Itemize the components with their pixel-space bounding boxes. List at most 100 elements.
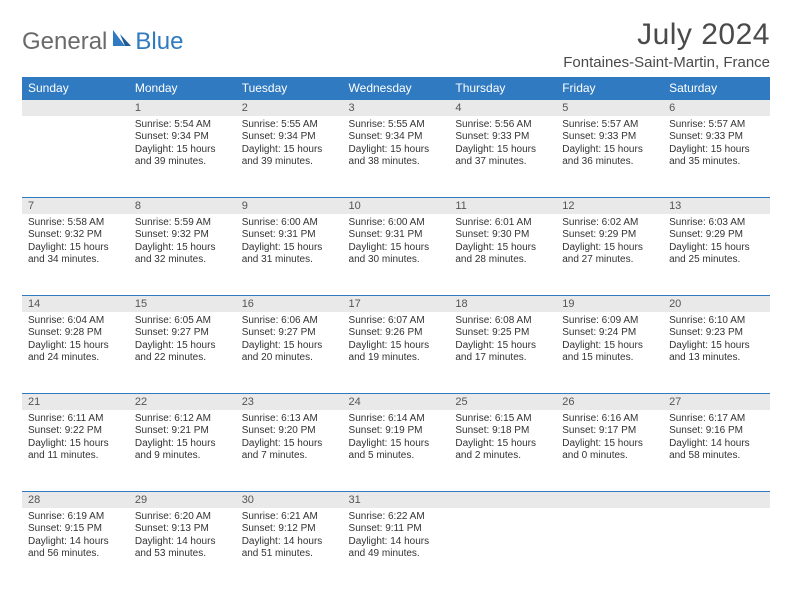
day-number-row: 14151617181920	[22, 296, 770, 312]
day-cell: Sunrise: 5:57 AMSunset: 9:33 PMDaylight:…	[556, 116, 663, 198]
daylight-text: Daylight: 15 hours and 19 minutes.	[349, 340, 444, 365]
daylight-text: Daylight: 15 hours and 2 minutes.	[455, 438, 550, 463]
sunrise-text: Sunrise: 6:00 AM	[349, 217, 444, 230]
day-content-row: Sunrise: 6:11 AMSunset: 9:22 PM Daylight:…	[22, 410, 770, 492]
day-number-row: 28293031	[22, 492, 770, 508]
daylight-text: Daylight: 15 hours and 30 minutes.	[349, 242, 444, 267]
day-number-cell: 16	[236, 296, 343, 312]
day-number	[663, 492, 770, 495]
day-number	[22, 100, 129, 103]
sunset-text: Sunset: 9:15 PM	[28, 523, 123, 536]
calendar-table: Sunday Monday Tuesday Wednesday Thursday…	[22, 77, 770, 590]
day-cell: Sunrise: 6:09 AMSunset: 9:24 PMDaylight:…	[556, 312, 663, 394]
daylight-text: Daylight: 15 hours and 9 minutes.	[135, 438, 230, 463]
daylight-text: Daylight: 14 hours and 51 minutes.	[242, 536, 337, 561]
sunrise-text: Sunrise: 5:57 AM	[669, 119, 764, 132]
daylight-text: Daylight: 15 hours and 24 minutes.	[28, 340, 123, 365]
sunrise-text: Sunrise: 6:21 AM	[242, 511, 337, 524]
day-number-cell: 4	[449, 100, 556, 116]
day-number: 10	[343, 198, 450, 213]
day-cell: Sunrise: 5:59 AMSunset: 9:32 PMDaylight:…	[129, 214, 236, 296]
sunset-text: Sunset: 9:12 PM	[242, 523, 337, 536]
day-number: 24	[343, 394, 450, 409]
daylight-text: Daylight: 14 hours and 58 minutes.	[669, 438, 764, 463]
daylight-text: Daylight: 14 hours and 56 minutes.	[28, 536, 123, 561]
sunrise-text: Sunrise: 6:10 AM	[669, 315, 764, 328]
day-cell: Sunrise: 6:02 AMSunset: 9:29 PMDaylight:…	[556, 214, 663, 296]
day-number-cell: 26	[556, 394, 663, 410]
day-cell	[663, 508, 770, 590]
sunset-text: Sunset: 9:33 PM	[455, 131, 550, 144]
day-cell: Sunrise: 6:14 AMSunset: 9:19 PMDaylight:…	[343, 410, 450, 492]
day-number-cell: 14	[22, 296, 129, 312]
sunrise-text: Sunrise: 6:11 AM	[28, 413, 123, 426]
sunrise-text: Sunrise: 6:07 AM	[349, 315, 444, 328]
sunset-text: Sunset: 9:24 PM	[562, 327, 657, 340]
day-cell	[22, 116, 129, 198]
day-number-cell: 20	[663, 296, 770, 312]
day-cell: Sunrise: 6:05 AMSunset: 9:27 PMDaylight:…	[129, 312, 236, 394]
sunset-text: Sunset: 9:34 PM	[242, 131, 337, 144]
day-number	[449, 492, 556, 495]
day-number-cell: 7	[22, 198, 129, 214]
day-number: 26	[556, 394, 663, 409]
day-cell: Sunrise: 6:19 AMSunset: 9:15 PMDaylight:…	[22, 508, 129, 590]
logo-text-blue: Blue	[135, 28, 183, 56]
day-number: 29	[129, 492, 236, 507]
daylight-text: Daylight: 15 hours and 32 minutes.	[135, 242, 230, 267]
sunrise-text: Sunrise: 5:56 AM	[455, 119, 550, 132]
day-cell: Sunrise: 6:07 AMSunset: 9:26 PMDaylight:…	[343, 312, 450, 394]
day-number: 27	[663, 394, 770, 409]
day-cell: Sunrise: 5:55 AMSunset: 9:34 PMDaylight:…	[236, 116, 343, 198]
sunrise-text: Sunrise: 6:00 AM	[242, 217, 337, 230]
day-number: 3	[343, 100, 450, 115]
day-number-cell: 21	[22, 394, 129, 410]
day-cell: Sunrise: 6:04 AMSunset: 9:28 PMDaylight:…	[22, 312, 129, 394]
day-number-cell: 27	[663, 394, 770, 410]
daylight-text: Daylight: 14 hours and 49 minutes.	[349, 536, 444, 561]
day-number-cell: 31	[343, 492, 450, 508]
sunset-text: Sunset: 9:29 PM	[669, 229, 764, 242]
weekday-header-row: Sunday Monday Tuesday Wednesday Thursday…	[22, 77, 770, 100]
day-cell: Sunrise: 6:12 AMSunset: 9:21 PMDaylight:…	[129, 410, 236, 492]
sunset-text: Sunset: 9:33 PM	[562, 131, 657, 144]
day-number-cell: 11	[449, 198, 556, 214]
day-number-cell: 1	[129, 100, 236, 116]
sunrise-text: Sunrise: 6:09 AM	[562, 315, 657, 328]
daylight-text: Daylight: 15 hours and 37 minutes.	[455, 144, 550, 169]
daylight-text: Daylight: 15 hours and 13 minutes.	[669, 340, 764, 365]
sunset-text: Sunset: 9:21 PM	[135, 425, 230, 438]
sunset-text: Sunset: 9:27 PM	[135, 327, 230, 340]
daylight-text: Daylight: 15 hours and 28 minutes.	[455, 242, 550, 267]
day-cell: Sunrise: 6:10 AMSunset: 9:23 PMDaylight:…	[663, 312, 770, 394]
day-number: 9	[236, 198, 343, 213]
sunrise-text: Sunrise: 6:04 AM	[28, 315, 123, 328]
day-cell: Sunrise: 6:01 AMSunset: 9:30 PMDaylight:…	[449, 214, 556, 296]
day-number-cell: 6	[663, 100, 770, 116]
sunset-text: Sunset: 9:31 PM	[349, 229, 444, 242]
daylight-text: Daylight: 15 hours and 25 minutes.	[669, 242, 764, 267]
sunrise-text: Sunrise: 6:01 AM	[455, 217, 550, 230]
day-cell: Sunrise: 6:22 AMSunset: 9:11 PMDaylight:…	[343, 508, 450, 590]
day-number-cell: 13	[663, 198, 770, 214]
sunrise-text: Sunrise: 6:03 AM	[669, 217, 764, 230]
sunset-text: Sunset: 9:22 PM	[28, 425, 123, 438]
day-number-cell	[449, 492, 556, 508]
day-number-cell: 25	[449, 394, 556, 410]
sunset-text: Sunset: 9:20 PM	[242, 425, 337, 438]
daylight-text: Daylight: 15 hours and 5 minutes.	[349, 438, 444, 463]
day-number-cell: 12	[556, 198, 663, 214]
day-number: 18	[449, 296, 556, 311]
calendar-body: 123456Sunrise: 5:54 AMSunset: 9:34 PMDay…	[22, 100, 770, 590]
sunset-text: Sunset: 9:32 PM	[135, 229, 230, 242]
sunrise-text: Sunrise: 6:19 AM	[28, 511, 123, 524]
day-cell: Sunrise: 6:13 AMSunset: 9:20 PMDaylight:…	[236, 410, 343, 492]
daylight-text: Daylight: 15 hours and 31 minutes.	[242, 242, 337, 267]
sunrise-text: Sunrise: 5:57 AM	[562, 119, 657, 132]
day-cell: Sunrise: 6:08 AMSunset: 9:25 PMDaylight:…	[449, 312, 556, 394]
day-number-row: 21222324252627	[22, 394, 770, 410]
daylight-text: Daylight: 15 hours and 35 minutes.	[669, 144, 764, 169]
sunset-text: Sunset: 9:29 PM	[562, 229, 657, 242]
day-cell: Sunrise: 6:06 AMSunset: 9:27 PMDaylight:…	[236, 312, 343, 394]
day-cell: Sunrise: 6:03 AMSunset: 9:29 PMDaylight:…	[663, 214, 770, 296]
